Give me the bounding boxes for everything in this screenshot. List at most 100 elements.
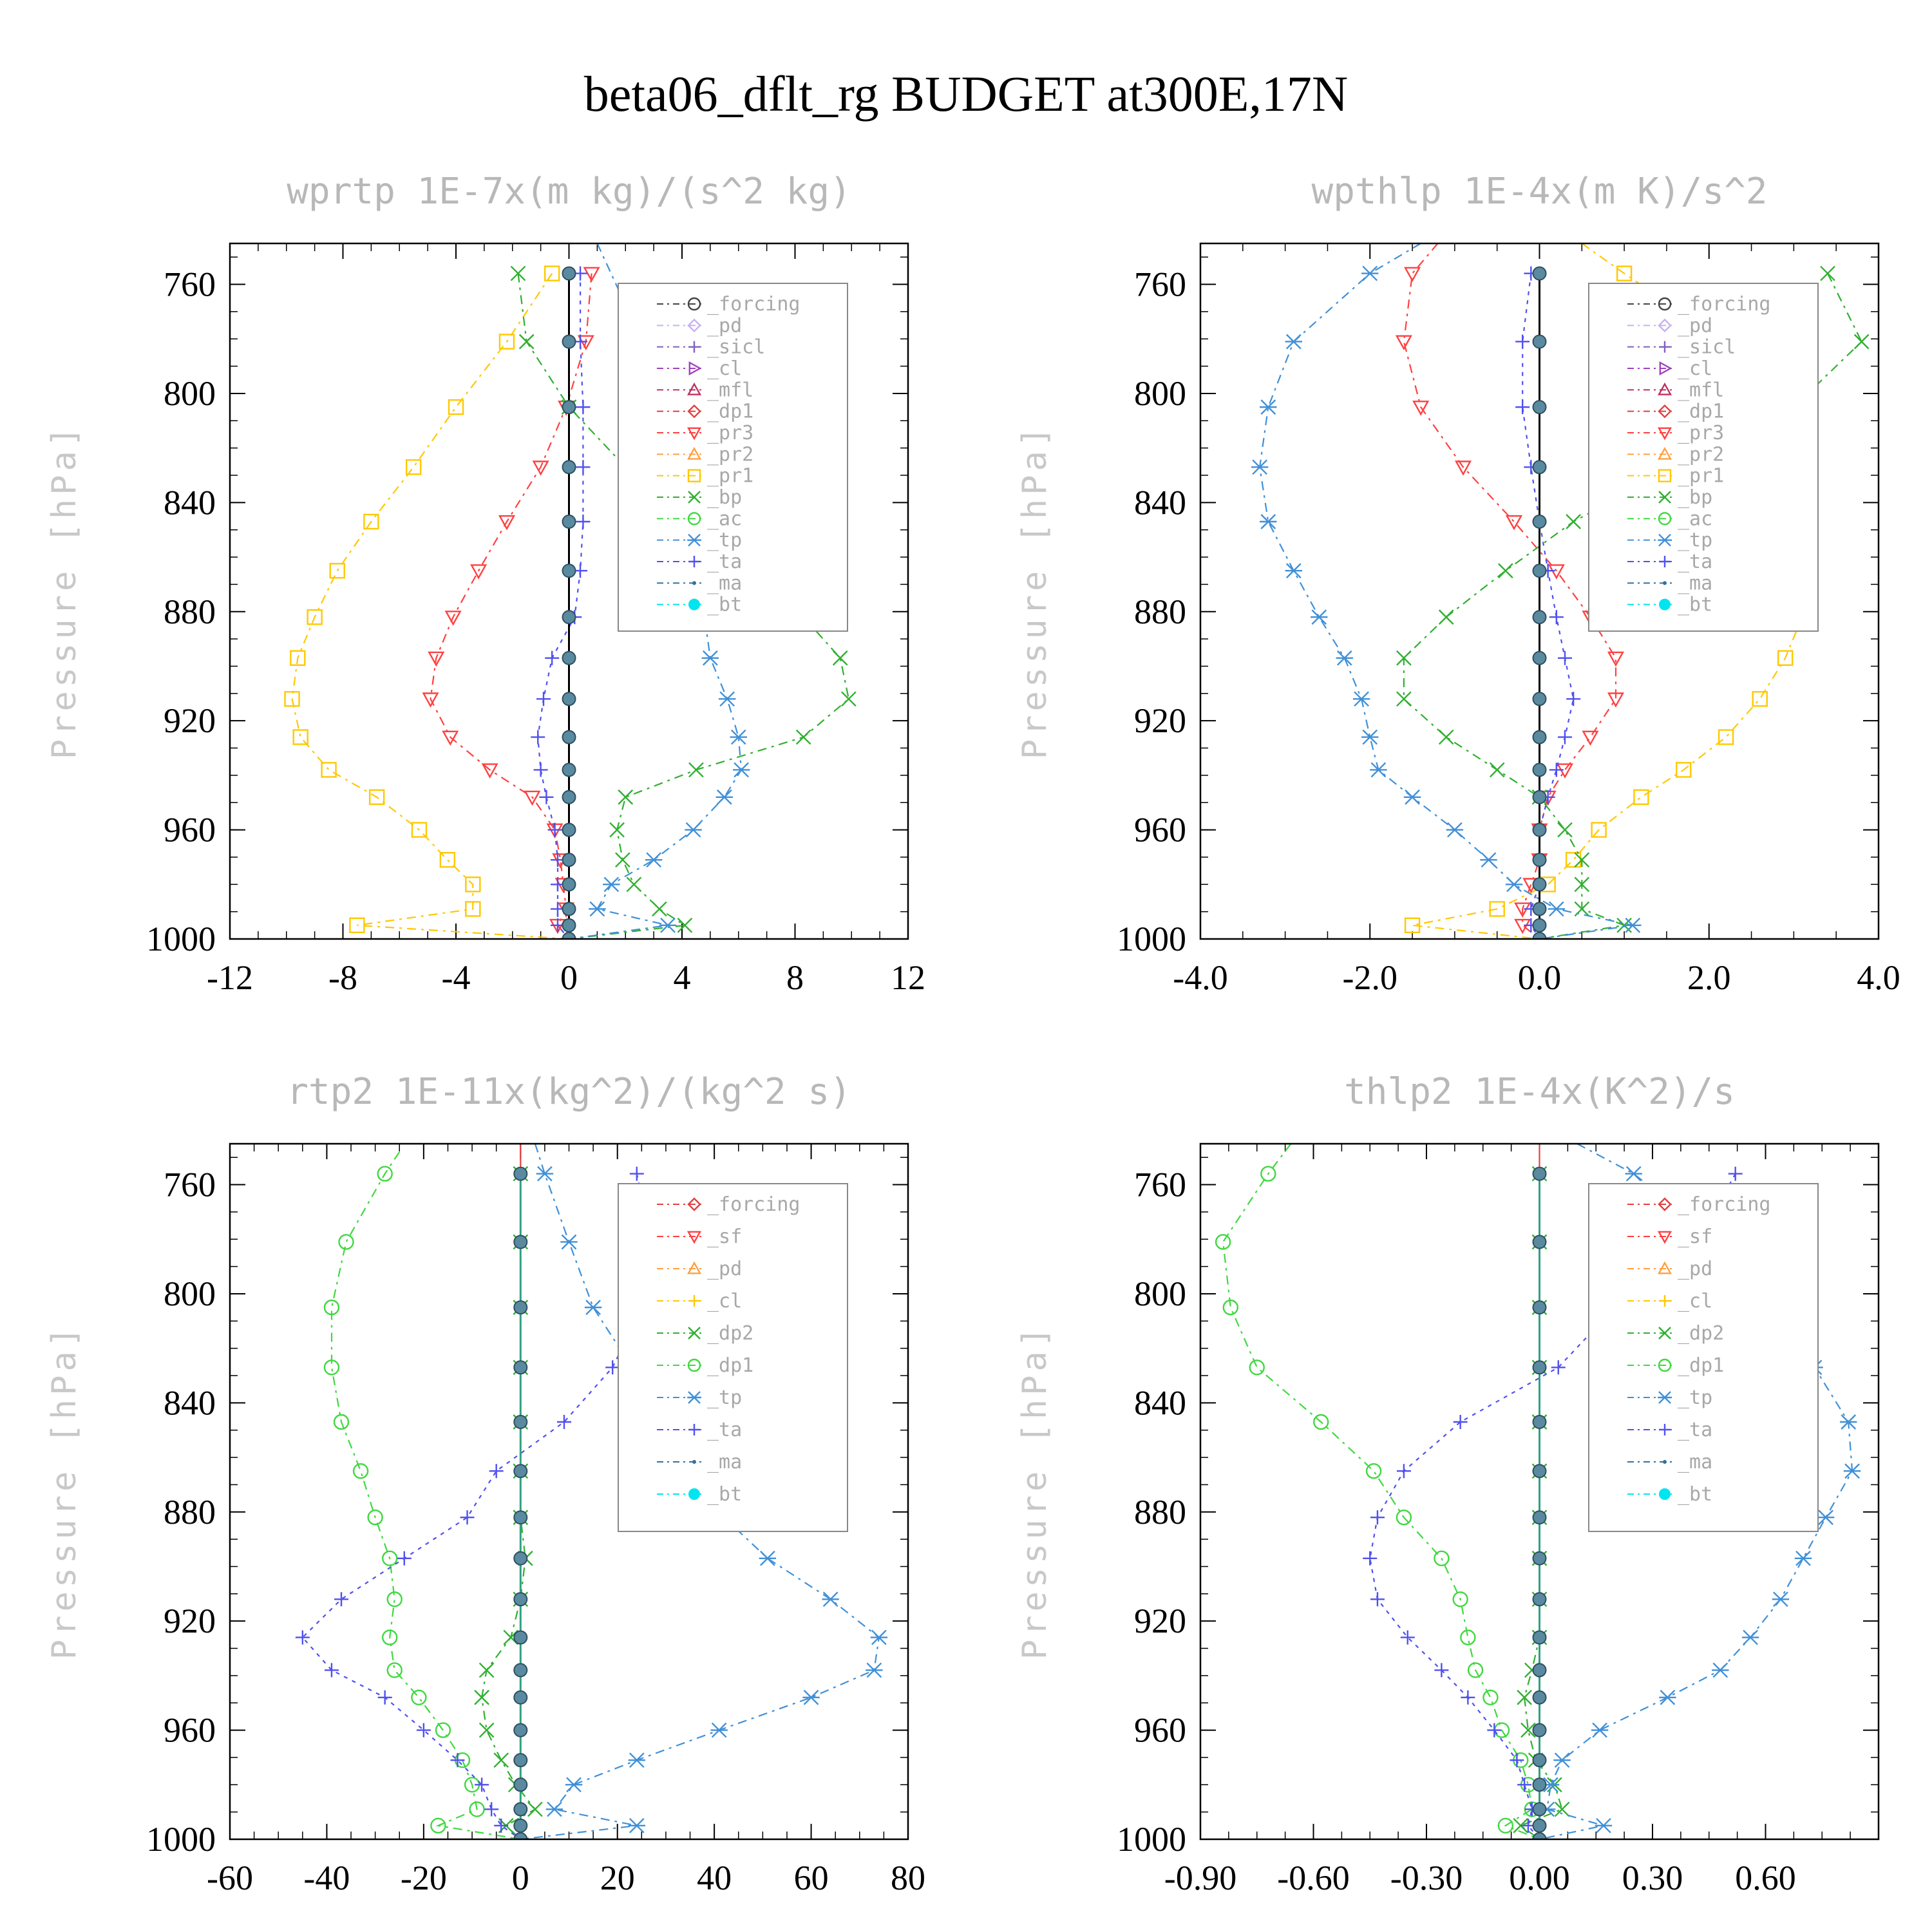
legend-marker [688,361,702,376]
data-point-bt [1532,1753,1547,1768]
y-tick-label: 800 [164,374,216,413]
data-point-tp [565,1777,583,1793]
data-point-ta [484,1802,499,1817]
data-point-tp [1285,334,1302,350]
data-point-dp1 [1312,1414,1329,1430]
legend-marker [687,446,702,460]
x-tick-label: 0.0 [1518,958,1562,997]
data-point-bt [513,1510,528,1525]
data-point-tp [1741,1629,1759,1645]
legend-label: _ta [1678,1419,1712,1441]
data-point-tp [628,1752,645,1768]
legend-label: _bt [707,594,742,616]
data-point-pr1 [1489,901,1505,917]
data-point-bt [1532,918,1547,933]
data-point-dp1 [1452,1591,1468,1607]
series-line-dp1 [1222,1144,1540,1839]
data-point-tp [719,691,736,707]
legend-label: _pr2 [1678,443,1724,466]
x-tick-label: 0.30 [1622,1859,1683,1897]
legend-label: _cl [707,357,742,380]
data-point-ta [489,1464,504,1479]
data-point-ta [460,1510,475,1525]
legend-marker [687,427,702,440]
data-point-dp1 [1365,1463,1382,1479]
data-point-tp [1505,876,1523,893]
data-point-ta [531,730,545,744]
data-point-bt [562,762,576,777]
legend-marker [1658,1391,1672,1404]
data-point-pr3 [444,611,462,626]
data-point-ta [545,650,560,665]
data-point-bt [1532,1832,1547,1839]
data-point-pr3 [1404,267,1421,283]
data-point-tp [1625,1166,1642,1182]
legend-label: _sicl [707,336,765,359]
data-point-bt [1532,1166,1547,1181]
y-tick-label: 1000 [146,1820,216,1859]
data-point-dp2 [478,1722,495,1738]
legend-label: _ma [707,1451,742,1473]
legend-label: _ta [707,551,742,573]
data-point-ta [629,1166,644,1181]
legend-box [618,283,848,632]
data-point-pr1 [290,650,306,666]
data-point-tp [536,1166,554,1182]
data-point-bt [1532,400,1547,415]
y-tick-label: 760 [1134,1166,1186,1204]
data-point-dp1 [338,1234,354,1250]
legend-marker [1659,556,1671,567]
data-point-bp [1557,822,1573,838]
legend-marker [1658,404,1672,419]
data-point-dp1 [411,1689,427,1705]
data-point-pr1 [1777,650,1794,666]
legend-marker [1657,1261,1672,1274]
data-point-bt [513,1592,528,1607]
data-point-bp [1853,334,1870,350]
legend-label: _dp1 [1678,401,1724,423]
data-point-pr1 [498,334,515,350]
data-point-tp [1548,901,1566,917]
data-point-bt [1532,1690,1547,1705]
data-point-dp2 [493,1752,509,1768]
legend-marker [688,1327,701,1340]
x-tick-label: -2.0 [1343,958,1397,997]
data-point-pr3 [524,790,541,806]
data-point-bp [832,650,848,666]
data-point-bp [688,762,704,778]
data-point-pr1 [439,851,456,868]
data-point-bt [1532,902,1547,916]
legend-label: _ta [707,1419,742,1441]
data-point-pr3 [1582,730,1599,746]
data-point-tp [1553,1752,1571,1768]
data-point-tp [1817,1510,1835,1526]
series-line-dp1 [330,1151,521,1839]
data-point-tp [1361,729,1379,745]
legend-label: _sf [1678,1226,1712,1248]
legend-label: _ac [707,507,742,530]
data-point-tp [1659,1689,1676,1705]
legend-box [1588,1183,1819,1532]
data-point-tp [710,1722,728,1738]
data-point-bt [562,460,576,475]
legend-marker [1658,318,1672,333]
data-point-bt [562,515,576,529]
y-tick-label: 800 [1134,1274,1186,1313]
y-tick-label: 960 [164,811,216,849]
data-point-ta [416,1723,431,1738]
data-point-ta [1363,1551,1378,1566]
data-point-bt [562,822,576,837]
data-point-bt [1532,1723,1547,1738]
data-point-bt [562,334,576,349]
legend: _forcing _sf _pd _cl _dp2 _dp1 _tp _ta _ma _bt [618,1183,848,1532]
legend-label: _tp [707,1387,742,1409]
y-tick-label: 920 [1134,1602,1186,1640]
legend-marker [1658,469,1672,482]
legend-label: _bt [1678,1483,1712,1506]
legend-label: _ma [1678,1451,1712,1473]
data-point-bt [1532,334,1547,349]
data-point-dp2 [527,1801,543,1817]
legend-label: _pd [707,314,742,337]
legend-marker [688,598,700,611]
data-point-dp1 [1222,1299,1239,1316]
